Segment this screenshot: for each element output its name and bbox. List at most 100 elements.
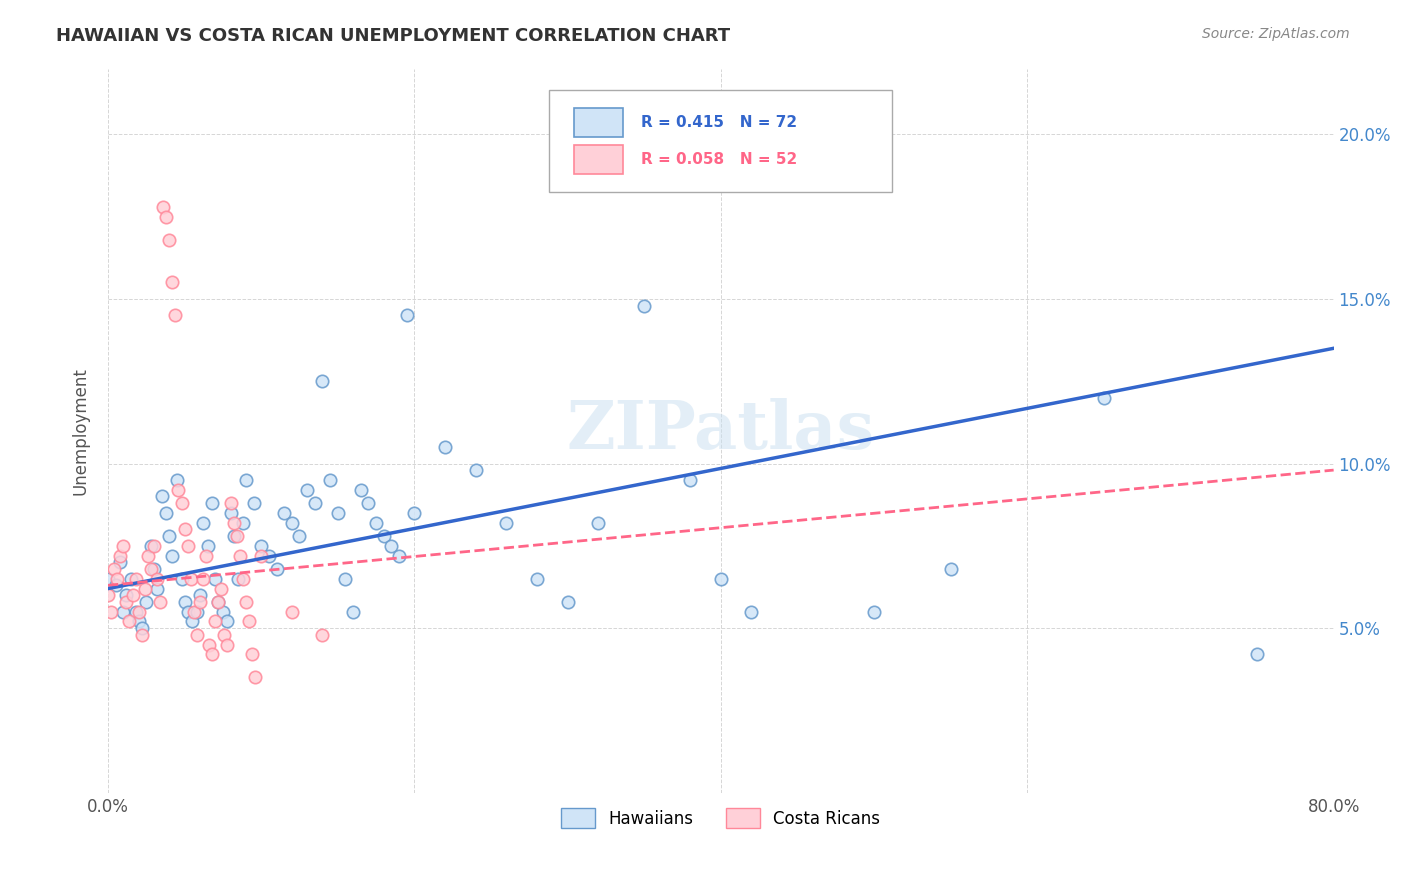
Bar <box>574 145 623 174</box>
Point <box>207 595 229 609</box>
Point <box>97 588 120 602</box>
Point <box>201 648 224 662</box>
Point <box>225 529 247 543</box>
Point <box>243 670 266 684</box>
Point <box>586 516 609 530</box>
Point <box>464 463 486 477</box>
Point <box>217 638 239 652</box>
Point <box>162 276 184 290</box>
Text: R = 0.058   N = 52: R = 0.058 N = 52 <box>641 152 797 167</box>
Point <box>112 605 135 619</box>
Point <box>198 638 221 652</box>
Text: R = 0.415   N = 72: R = 0.415 N = 72 <box>641 115 797 130</box>
Point <box>191 572 214 586</box>
Point <box>201 496 224 510</box>
Point <box>212 605 235 619</box>
Point <box>311 374 333 388</box>
Point <box>170 572 193 586</box>
Point <box>105 572 128 586</box>
Point <box>128 605 150 619</box>
Point <box>1246 648 1268 662</box>
Point <box>142 539 165 553</box>
Point <box>155 506 177 520</box>
Point <box>124 605 146 619</box>
Point <box>115 595 138 609</box>
Point <box>350 483 373 497</box>
Point <box>136 549 159 563</box>
Point <box>170 496 193 510</box>
Point <box>103 562 125 576</box>
Legend: Hawaiians, Costa Ricans: Hawaiians, Costa Ricans <box>555 801 887 835</box>
Point <box>288 529 311 543</box>
Point <box>150 490 173 504</box>
Point <box>191 516 214 530</box>
Point <box>173 595 195 609</box>
Point <box>162 549 184 563</box>
Point <box>311 628 333 642</box>
Point <box>142 562 165 576</box>
Point <box>226 572 249 586</box>
Point <box>281 516 304 530</box>
Point <box>166 473 188 487</box>
Point <box>124 572 146 586</box>
Point <box>181 615 204 629</box>
Point <box>250 549 273 563</box>
Point <box>209 582 232 596</box>
Point <box>219 506 242 520</box>
Bar <box>574 108 623 137</box>
Point <box>1092 391 1115 405</box>
Y-axis label: Unemployment: Unemployment <box>72 367 89 494</box>
Point <box>388 549 411 563</box>
Point <box>319 473 342 487</box>
Point <box>222 516 245 530</box>
Point <box>110 549 132 563</box>
Point <box>232 516 254 530</box>
Point <box>115 588 138 602</box>
Point <box>295 483 318 497</box>
Point <box>281 605 304 619</box>
Point <box>434 440 457 454</box>
Point <box>176 605 198 619</box>
Point <box>146 582 169 596</box>
Point <box>304 496 326 510</box>
Point <box>97 572 120 586</box>
Point <box>186 628 208 642</box>
Point <box>180 572 202 586</box>
Text: ZIPatlas: ZIPatlas <box>567 398 875 463</box>
Text: Source: ZipAtlas.com: Source: ZipAtlas.com <box>1202 27 1350 41</box>
Point <box>173 522 195 536</box>
Point <box>342 605 364 619</box>
Point <box>679 473 702 487</box>
Text: HAWAIIAN VS COSTA RICAN UNEMPLOYMENT CORRELATION CHART: HAWAIIAN VS COSTA RICAN UNEMPLOYMENT COR… <box>56 27 730 45</box>
Point <box>863 605 886 619</box>
Point <box>121 588 143 602</box>
Point <box>217 615 239 629</box>
Point <box>373 529 395 543</box>
Point <box>100 605 122 619</box>
Point <box>219 496 242 510</box>
Point <box>118 615 141 629</box>
Point <box>207 595 229 609</box>
Point <box>131 621 153 635</box>
Point <box>740 605 762 619</box>
Point <box>266 562 288 576</box>
Point <box>326 506 349 520</box>
Point <box>186 605 208 619</box>
Point <box>222 529 245 543</box>
Point <box>357 496 380 510</box>
Point <box>214 628 236 642</box>
Point <box>135 595 157 609</box>
Point <box>380 539 402 553</box>
Point <box>710 572 733 586</box>
Point <box>238 615 260 629</box>
Point <box>204 615 226 629</box>
Point <box>139 562 162 576</box>
Point <box>195 549 218 563</box>
Point <box>250 539 273 553</box>
FancyBboxPatch shape <box>550 90 893 192</box>
Point <box>235 473 257 487</box>
Point <box>404 506 426 520</box>
Point <box>120 572 142 586</box>
Point <box>152 200 174 214</box>
Point <box>157 529 180 543</box>
